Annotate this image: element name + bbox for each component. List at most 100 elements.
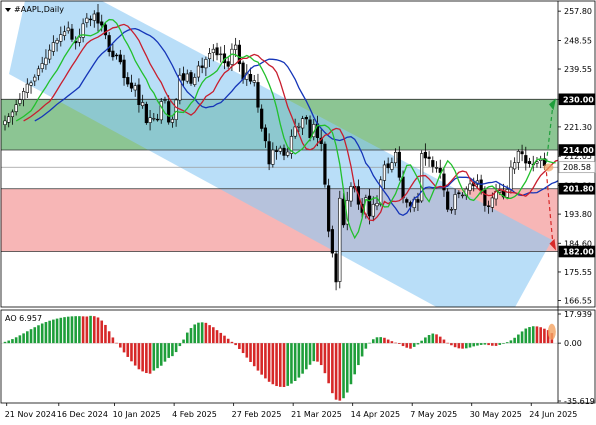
ao-bar: [331, 343, 334, 394]
ao-bar: [200, 322, 204, 344]
candle-bear: [524, 155, 528, 164]
candle-bear: [308, 119, 312, 138]
ao-bar: [193, 324, 197, 344]
candle-bull: [14, 104, 18, 112]
ao-bar: [204, 322, 208, 344]
ao-bar: [472, 343, 476, 347]
ao-bar: [464, 343, 468, 349]
candle-bull: [390, 162, 394, 170]
ao-bar: [468, 343, 472, 348]
level-badge-label: 214.00: [563, 146, 594, 155]
candle-bear: [423, 151, 427, 159]
candle-bull: [453, 194, 457, 210]
ao-bar: [275, 343, 278, 387]
ao-bar: [334, 343, 338, 400]
ao-bar: [119, 343, 122, 348]
candle-bull: [66, 27, 70, 32]
candle-bull: [338, 197, 342, 282]
ao-bar: [379, 337, 383, 344]
candle-bull: [234, 44, 238, 50]
price-tick-label: 221.30: [564, 123, 592, 132]
candle-bear: [111, 50, 115, 58]
candle-bear: [427, 156, 431, 159]
ao-bar: [383, 337, 386, 344]
price-tick-label: 212.05: [564, 152, 592, 161]
candle-bear: [401, 176, 405, 199]
ao-bar: [528, 327, 531, 344]
ao-bar: [371, 339, 375, 344]
level-badge-label: 201.80: [563, 185, 594, 194]
candle-bull: [44, 57, 48, 66]
ma-fast-line: [15, 18, 556, 240]
candle-bull: [51, 42, 55, 52]
level-badge: [558, 144, 596, 156]
ao-bar: [282, 343, 286, 387]
ao-bar: [487, 343, 490, 346]
ao-bar: [360, 343, 364, 357]
menu-arrow-icon: [5, 8, 11, 12]
ao-bar: [171, 343, 174, 357]
candle-bull: [7, 116, 11, 123]
candle-bull: [55, 40, 59, 44]
ao-bar: [81, 316, 85, 344]
candle-bear: [341, 198, 346, 226]
candle-bull: [133, 85, 137, 91]
ao-bar: [345, 343, 349, 393]
ao-bar: [241, 343, 245, 354]
ao-bar: [308, 343, 312, 365]
candle-bear: [457, 192, 461, 195]
ao-bar: [517, 334, 520, 344]
ao-bar: [412, 343, 416, 347]
ao-bar: [342, 343, 345, 399]
candle-bull: [252, 80, 256, 83]
chart-title: #AAPL,Daily: [14, 5, 64, 14]
ao-bar: [316, 343, 319, 362]
ao-bar: [122, 343, 126, 353]
ao-bar: [479, 343, 483, 345]
ao-bar: [520, 331, 524, 344]
candle-bull: [152, 118, 156, 120]
ao-plot-area: [1, 315, 558, 401]
ao-bar: [208, 325, 211, 344]
candle-bull: [196, 65, 201, 78]
level-badge: [558, 161, 596, 174]
ao-bar: [133, 343, 137, 366]
ao-bar: [11, 339, 14, 344]
ao-bar: [7, 340, 11, 344]
ao-bar: [353, 343, 356, 375]
ao-bar: [245, 343, 249, 358]
ao-bar: [215, 330, 219, 344]
ao-bar: [442, 339, 446, 344]
candle-bear: [122, 59, 126, 79]
ao-tick-label: 0.00: [564, 339, 582, 348]
ao-bar: [502, 343, 505, 344]
level-badge: [558, 93, 596, 106]
ao-bar: [26, 331, 29, 344]
date-tick-label: 24 Jun 2025: [529, 410, 577, 419]
ao-bar: [357, 343, 360, 366]
candle-bear: [442, 173, 446, 191]
ao-bar: [115, 342, 118, 344]
candle-bear: [486, 205, 491, 207]
ao-bar: [446, 342, 449, 344]
ao-bar: [461, 343, 464, 349]
candle-bull: [204, 59, 208, 69]
target-down-arrow: [545, 172, 554, 246]
ao-bar: [159, 343, 163, 366]
candle-bear: [115, 54, 119, 57]
ao-current-marker: [547, 323, 556, 340]
candle-bear: [323, 143, 327, 185]
ao-bar: [543, 328, 546, 344]
ao-bar: [111, 337, 115, 344]
ao-bar: [163, 343, 167, 362]
candle-bear: [327, 185, 331, 232]
ao-bar: [74, 316, 77, 344]
ao-bar: [349, 343, 353, 385]
ao-bar: [424, 337, 427, 344]
candle-bull: [62, 31, 67, 36]
candle-bear: [189, 72, 193, 84]
ao-bar: [375, 337, 379, 344]
price-tick-label: 166.55: [564, 296, 592, 305]
ao-bar: [323, 343, 327, 374]
main-plot-area: [1, 1, 558, 307]
